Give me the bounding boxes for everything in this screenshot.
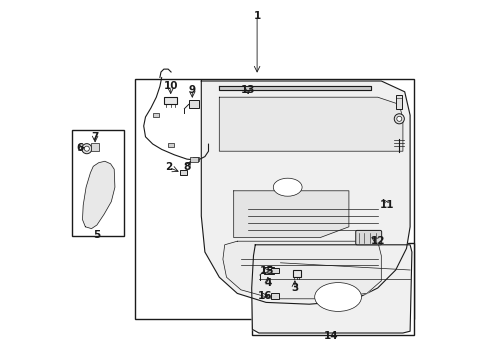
Polygon shape — [219, 86, 370, 90]
Bar — [153, 113, 159, 117]
Ellipse shape — [273, 178, 302, 196]
Text: 11: 11 — [379, 200, 393, 210]
Bar — [179, 170, 186, 175]
Text: 10: 10 — [163, 81, 178, 91]
Text: 13: 13 — [241, 85, 255, 95]
Text: 12: 12 — [370, 236, 384, 246]
Text: 9: 9 — [188, 85, 196, 95]
Text: 5: 5 — [93, 230, 101, 240]
Bar — [396, 95, 401, 109]
Bar — [188, 100, 199, 108]
Bar — [190, 157, 197, 162]
Bar — [91, 143, 99, 151]
Polygon shape — [223, 241, 381, 299]
Bar — [264, 267, 273, 274]
Text: 16: 16 — [257, 291, 271, 301]
Bar — [251, 243, 413, 335]
Bar — [167, 143, 173, 147]
Text: 2: 2 — [165, 162, 172, 172]
Polygon shape — [82, 161, 115, 229]
Circle shape — [81, 144, 92, 154]
Circle shape — [396, 116, 401, 121]
Text: 7: 7 — [91, 132, 99, 142]
Circle shape — [84, 146, 89, 151]
FancyBboxPatch shape — [355, 230, 381, 245]
Text: 6: 6 — [76, 143, 83, 153]
Bar — [292, 270, 300, 277]
Bar — [270, 293, 279, 299]
Text: 1: 1 — [253, 11, 260, 21]
Text: 14: 14 — [323, 330, 338, 341]
Ellipse shape — [314, 283, 361, 311]
Circle shape — [393, 114, 404, 124]
Polygon shape — [233, 191, 348, 238]
Bar — [193, 157, 199, 161]
Text: 3: 3 — [291, 283, 298, 293]
Text: 15: 15 — [260, 266, 274, 276]
Polygon shape — [201, 81, 409, 304]
Polygon shape — [251, 245, 411, 333]
Bar — [72, 130, 123, 236]
Bar — [164, 97, 177, 104]
Bar — [134, 79, 413, 319]
Text: 4: 4 — [264, 278, 271, 288]
Polygon shape — [219, 97, 402, 151]
Text: 8: 8 — [183, 162, 190, 172]
Bar — [271, 269, 278, 273]
